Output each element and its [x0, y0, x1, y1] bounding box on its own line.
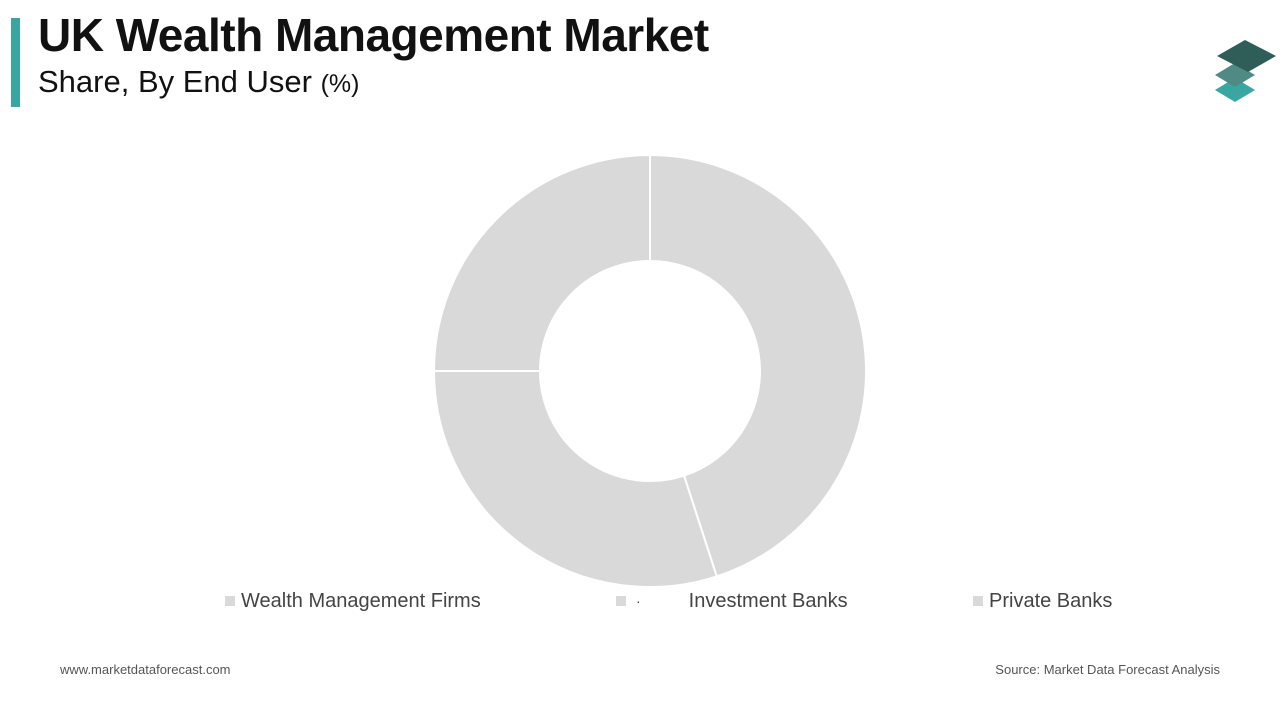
logo-layer-top [1217, 40, 1276, 72]
logo-layer-bottom [1215, 78, 1255, 102]
donut-slice-investment-banks[interactable] [432, 370, 719, 588]
footer-source: Source: Market Data Forecast Analysis [995, 662, 1220, 677]
subtitle-unit: (%) [320, 70, 360, 98]
title-accent-bar [11, 18, 20, 107]
legend-label: Investment Banks [688, 589, 848, 612]
legend-swatch [225, 596, 235, 606]
stacked-layers-icon [1215, 40, 1276, 102]
legend-swatch [973, 596, 983, 606]
donut-slice-wealth-management-firms[interactable] [649, 153, 867, 578]
legend-marker: · [636, 593, 641, 609]
legend-item-investment-banks[interactable]: · Investment Banks [616, 588, 848, 614]
footer-website: www.marketdataforecast.com [60, 662, 231, 677]
subtitle-text: Share, By End User [38, 64, 312, 99]
donut-slice-private-banks[interactable] [432, 153, 651, 372]
legend-item-private-banks[interactable]: Private Banks [973, 588, 1112, 614]
donut-slices [432, 153, 867, 588]
page-subtitle: Share, By End User (%) [38, 64, 359, 100]
legend-label: Wealth Management Firms [241, 589, 481, 612]
legend-item-wealth-management-firms[interactable]: Wealth Management Firms [225, 588, 481, 614]
legend-label: Private Banks [989, 589, 1113, 612]
legend-swatch [616, 596, 626, 606]
page-title: UK Wealth Management Market [38, 9, 709, 61]
